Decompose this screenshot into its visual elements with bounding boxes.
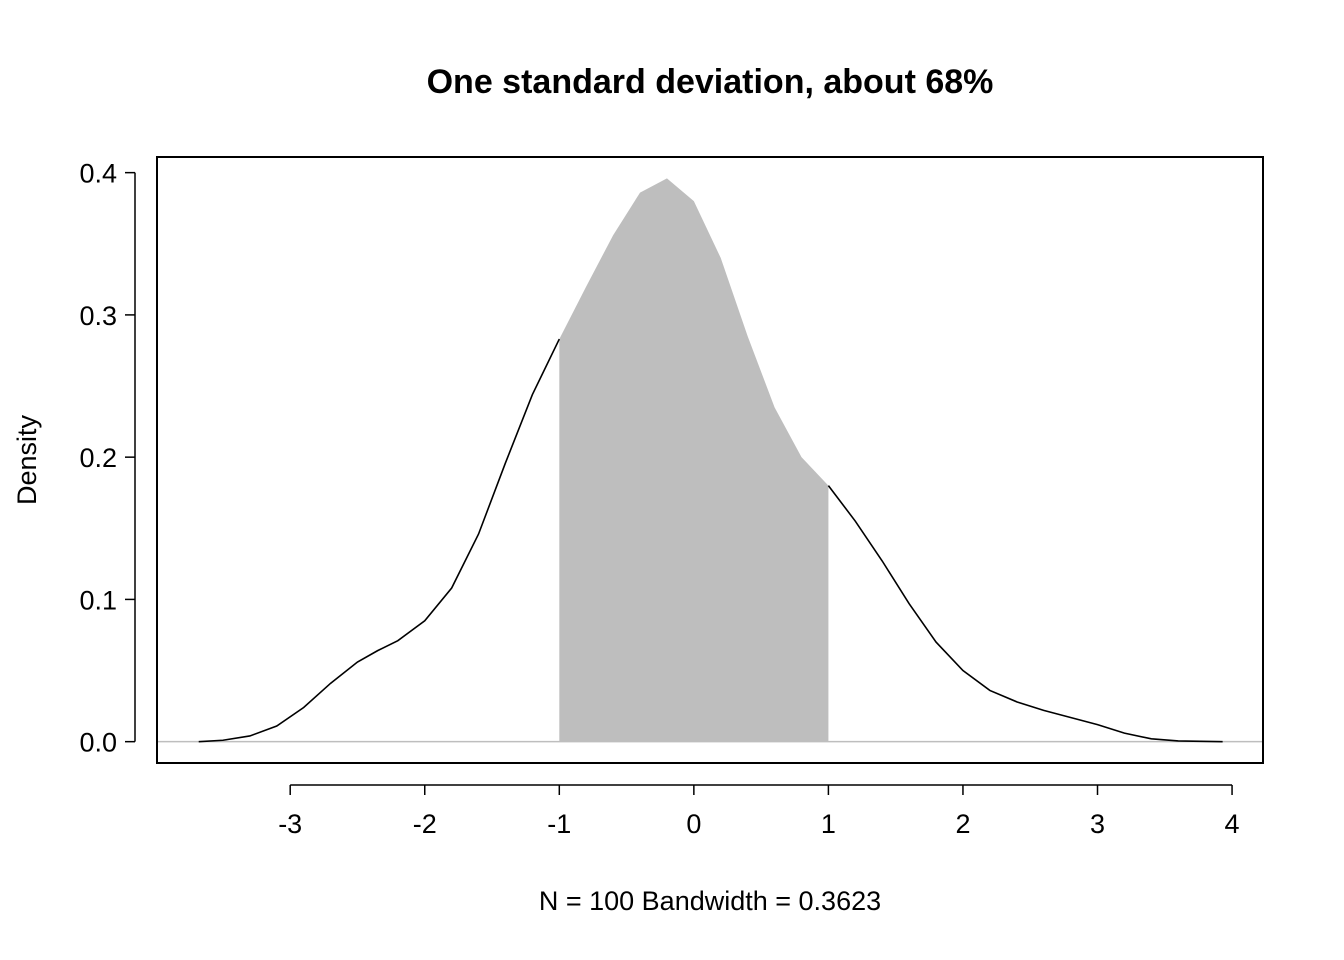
y-tick-label: 0.1 bbox=[79, 585, 117, 615]
plot-frame bbox=[156, 156, 1264, 764]
x-tick-label: 3 bbox=[1090, 809, 1105, 839]
x-tick-label: 2 bbox=[955, 809, 970, 839]
plot-area bbox=[157, 178, 1263, 743]
x-tick-label: -3 bbox=[278, 809, 302, 839]
density-curve-right bbox=[827, 485, 1223, 743]
density-curve-left bbox=[198, 338, 561, 743]
y-axis: 0.0 0.1 0.2 0.3 0.4 bbox=[79, 159, 136, 758]
x-axis-label: N = 100 Bandwidth = 0.3623 bbox=[539, 886, 881, 916]
y-tick-label: 0.0 bbox=[79, 728, 117, 758]
y-axis-label: Density bbox=[12, 414, 42, 505]
x-axis: -3 -2 -1 0 1 2 3 4 bbox=[278, 784, 1240, 839]
x-tick-label: 0 bbox=[686, 809, 701, 839]
x-tick-label: 1 bbox=[821, 809, 836, 839]
y-tick-label: 0.3 bbox=[79, 301, 117, 331]
y-tick-label: 0.4 bbox=[79, 159, 117, 189]
x-tick-label: -1 bbox=[547, 809, 571, 839]
x-tick-label: 4 bbox=[1225, 809, 1240, 839]
shaded-one-sd-region bbox=[559, 178, 829, 742]
chart-title: One standard deviation, about 68% bbox=[427, 63, 994, 101]
y-tick-label: 0.2 bbox=[79, 443, 117, 473]
x-tick-label: -2 bbox=[413, 809, 437, 839]
